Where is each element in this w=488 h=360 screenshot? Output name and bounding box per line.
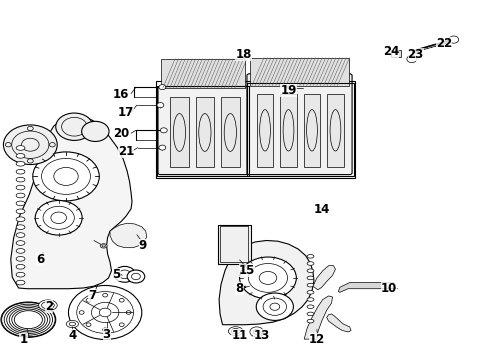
Text: 18: 18 xyxy=(235,48,251,61)
Text: 19: 19 xyxy=(280,84,296,97)
Ellipse shape xyxy=(306,319,313,323)
Ellipse shape xyxy=(306,283,313,287)
Circle shape xyxy=(127,270,144,283)
Bar xyxy=(217,225,250,264)
Bar xyxy=(170,97,188,167)
Bar xyxy=(220,226,248,262)
Ellipse shape xyxy=(16,225,25,230)
Ellipse shape xyxy=(16,233,25,238)
Ellipse shape xyxy=(16,256,25,261)
Circle shape xyxy=(249,327,263,337)
Text: 20: 20 xyxy=(113,127,129,140)
Bar xyxy=(221,97,239,167)
Bar xyxy=(250,58,348,86)
Bar xyxy=(326,94,343,167)
Polygon shape xyxy=(219,240,313,325)
Ellipse shape xyxy=(16,177,25,182)
Text: 4: 4 xyxy=(68,329,76,342)
Circle shape xyxy=(406,55,416,63)
Bar xyxy=(256,94,273,167)
Circle shape xyxy=(448,36,458,43)
Polygon shape xyxy=(338,283,394,292)
Ellipse shape xyxy=(16,217,25,222)
Text: 17: 17 xyxy=(118,106,134,119)
Circle shape xyxy=(160,128,167,133)
Bar xyxy=(280,94,296,167)
Ellipse shape xyxy=(16,169,25,174)
Text: 24: 24 xyxy=(382,45,399,58)
Text: 7: 7 xyxy=(88,289,96,302)
Text: 16: 16 xyxy=(113,88,129,101)
Ellipse shape xyxy=(306,276,313,280)
Ellipse shape xyxy=(306,298,313,301)
Text: 5: 5 xyxy=(112,268,120,281)
FancyBboxPatch shape xyxy=(246,74,351,175)
Bar xyxy=(155,81,354,178)
Ellipse shape xyxy=(16,209,25,214)
Ellipse shape xyxy=(228,327,243,336)
Text: 10: 10 xyxy=(380,282,396,295)
Ellipse shape xyxy=(306,255,313,258)
Ellipse shape xyxy=(16,201,25,206)
Ellipse shape xyxy=(16,145,25,150)
Ellipse shape xyxy=(102,245,105,247)
Ellipse shape xyxy=(306,291,313,294)
Bar xyxy=(195,97,214,167)
Ellipse shape xyxy=(16,193,25,198)
Ellipse shape xyxy=(16,280,25,285)
Ellipse shape xyxy=(16,161,25,166)
Circle shape xyxy=(3,125,57,165)
Bar xyxy=(390,50,400,57)
Text: 13: 13 xyxy=(253,329,269,342)
Text: 23: 23 xyxy=(407,48,423,61)
Text: 12: 12 xyxy=(308,333,325,346)
Ellipse shape xyxy=(39,300,57,311)
Circle shape xyxy=(239,257,296,299)
Polygon shape xyxy=(326,314,350,332)
Text: 15: 15 xyxy=(238,264,255,277)
Ellipse shape xyxy=(16,241,25,246)
Ellipse shape xyxy=(306,305,313,309)
Polygon shape xyxy=(304,296,332,339)
Polygon shape xyxy=(11,115,132,289)
Ellipse shape xyxy=(306,262,313,265)
Bar xyxy=(161,59,245,88)
Bar xyxy=(246,83,353,176)
Text: 14: 14 xyxy=(313,203,329,216)
Ellipse shape xyxy=(16,272,25,277)
Circle shape xyxy=(56,113,93,140)
Text: 2: 2 xyxy=(45,300,53,313)
Ellipse shape xyxy=(16,248,25,253)
Bar xyxy=(157,86,249,176)
Text: 21: 21 xyxy=(118,145,134,158)
Polygon shape xyxy=(110,223,146,248)
Circle shape xyxy=(35,201,82,235)
Polygon shape xyxy=(312,266,335,290)
Circle shape xyxy=(114,266,135,282)
Circle shape xyxy=(159,145,165,150)
Ellipse shape xyxy=(16,153,25,158)
Circle shape xyxy=(157,103,163,108)
Text: 11: 11 xyxy=(231,329,247,342)
Text: 9: 9 xyxy=(139,239,146,252)
Ellipse shape xyxy=(16,264,25,269)
Text: 6: 6 xyxy=(36,253,44,266)
Ellipse shape xyxy=(306,269,313,273)
Text: 3: 3 xyxy=(102,328,110,341)
Ellipse shape xyxy=(100,244,107,248)
Ellipse shape xyxy=(16,185,25,190)
Text: 8: 8 xyxy=(235,282,243,295)
Circle shape xyxy=(81,121,109,141)
Bar xyxy=(303,94,320,167)
Circle shape xyxy=(159,85,165,90)
Ellipse shape xyxy=(306,312,313,316)
Circle shape xyxy=(256,293,293,320)
Ellipse shape xyxy=(66,320,78,328)
Text: 1: 1 xyxy=(20,333,27,346)
FancyBboxPatch shape xyxy=(158,86,248,175)
Circle shape xyxy=(68,285,142,339)
Text: 22: 22 xyxy=(435,37,451,50)
Circle shape xyxy=(33,152,99,201)
